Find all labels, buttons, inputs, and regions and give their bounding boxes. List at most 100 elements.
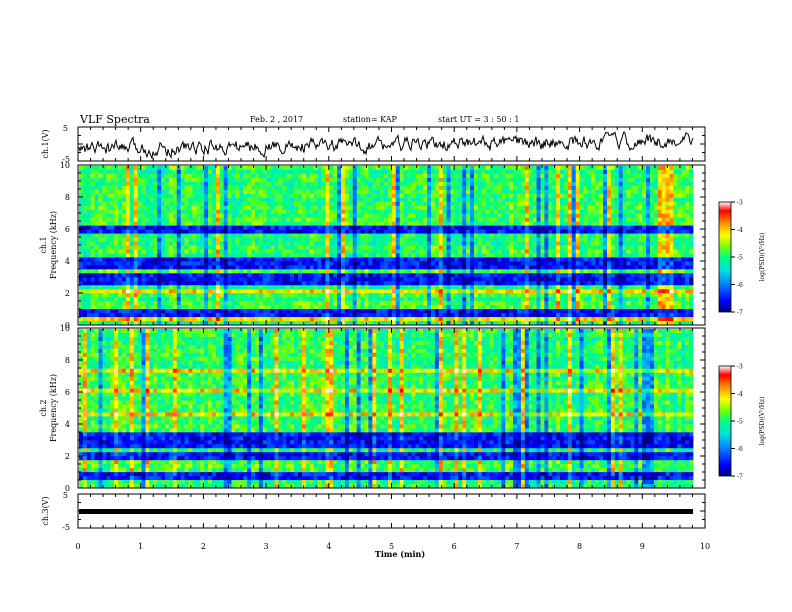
spectrogram-cell — [368, 185, 373, 191]
spectrogram-cell — [86, 249, 92, 254]
spectrogram-cell — [520, 277, 526, 282]
spectrogram-cell — [258, 281, 264, 286]
spectrogram-cell — [434, 245, 440, 250]
spectrogram-cell — [270, 213, 275, 219]
spectrogram-cell — [184, 225, 189, 231]
spectrogram-cell — [329, 213, 334, 219]
spectrogram-cell — [301, 237, 307, 242]
spectrogram-cell — [571, 233, 577, 238]
spectrogram-cell — [266, 193, 272, 199]
spectrogram-cell — [517, 261, 522, 266]
spectrogram-cell — [219, 225, 225, 231]
spectrogram-cell — [427, 185, 432, 191]
spectrogram-cell — [79, 237, 84, 242]
spectrogram-cell — [657, 221, 663, 227]
spectrogram-cell — [575, 237, 580, 242]
spectrogram-cell — [341, 181, 346, 187]
spectrogram-cell — [481, 205, 487, 211]
spectrogram-cell — [258, 201, 264, 207]
spectrogram-cell — [86, 245, 92, 250]
spectrogram-cell — [282, 221, 287, 227]
spectrogram-cell — [411, 277, 416, 282]
spectrogram-cell — [98, 217, 103, 223]
spectrogram-cell — [532, 225, 537, 231]
spectrogram-cell — [384, 193, 389, 199]
spectrogram-cell — [606, 257, 612, 262]
spectrogram-cell — [614, 245, 620, 250]
spectrogram-cell — [364, 217, 369, 223]
spectrogram-cell — [630, 201, 635, 207]
spectrogram-cell — [204, 225, 209, 231]
spectrogram-cell — [454, 189, 459, 195]
spectrogram-cell — [376, 205, 381, 211]
spectrogram-cell — [536, 269, 541, 274]
spectrogram-cell — [583, 261, 588, 266]
spectrogram-cell — [278, 273, 283, 278]
spectrogram-cell — [634, 261, 639, 266]
spectrogram-cell — [567, 205, 573, 211]
spectrogram-cell — [200, 205, 205, 211]
spectrogram-cell — [188, 241, 193, 246]
spectrogram-cell — [567, 185, 573, 191]
spectrogram-cell — [313, 269, 318, 274]
spectrogram-cell — [294, 205, 299, 211]
spectrogram-cell — [450, 217, 455, 223]
spectrogram-cell — [286, 185, 291, 191]
spectrogram-cell — [258, 197, 264, 203]
spectrogram-cell — [583, 245, 588, 250]
spectrogram-cell — [211, 285, 217, 290]
spectrogram-cell — [122, 197, 127, 203]
spectrogram-cell — [129, 173, 135, 179]
spectrogram-cell — [219, 273, 225, 278]
spectrogram-cell — [403, 169, 408, 175]
spectrogram-cell — [204, 213, 209, 219]
spectrogram-cell — [532, 189, 537, 195]
spectrogram-cell — [391, 237, 397, 242]
spectrogram-cell — [665, 249, 670, 254]
spectrogram-cell — [626, 245, 631, 250]
spectrogram-cell — [376, 229, 381, 234]
spectrogram-cell — [125, 225, 131, 231]
spectrogram-cell — [317, 217, 322, 223]
spectrogram-cell — [540, 166, 545, 171]
spectrogram-cell — [540, 269, 545, 274]
spectrogram-cell — [391, 189, 397, 195]
spectrogram-cell — [540, 201, 545, 207]
spectrogram-cell — [149, 177, 154, 183]
spectrogram-cell — [513, 201, 518, 207]
spectrogram-cell — [536, 213, 541, 219]
spectrogram-cell — [536, 273, 541, 278]
spectrogram-cell — [168, 177, 174, 183]
spectrogram-cell — [86, 205, 92, 211]
spectrogram-cell — [243, 265, 248, 270]
spectrogram-cell — [673, 213, 678, 219]
spectrogram-cell — [79, 197, 84, 203]
spectrogram-cell — [458, 189, 463, 195]
spectrogram-cell — [262, 205, 268, 211]
spectrogram-cell — [473, 233, 479, 238]
spectrogram-cell — [505, 253, 510, 258]
spectrogram-cell — [524, 169, 530, 175]
spectrogram-cell — [168, 205, 174, 211]
spectrogram-cell — [497, 173, 502, 179]
spectrogram-cell — [501, 249, 506, 254]
spectrogram-cell — [395, 277, 401, 282]
spectrogram-cell — [575, 209, 580, 215]
spectrogram-cell — [137, 237, 142, 242]
spectrogram-cell — [407, 201, 412, 207]
spectrogram-cell — [122, 281, 127, 286]
spectrogram-cell — [622, 217, 627, 223]
spectrogram-cell — [563, 185, 569, 191]
spectrogram-cell — [172, 249, 178, 254]
spectrogram-cell — [450, 166, 455, 171]
spectrogram-cell — [309, 229, 315, 234]
spectrogram-cell — [415, 189, 420, 195]
spectrogram-cell — [513, 261, 518, 266]
spectrogram-cell — [618, 241, 623, 246]
spectrogram-cell — [211, 185, 217, 191]
spectrogram-cell — [145, 241, 150, 246]
spectrogram-cell — [192, 193, 197, 199]
spectrogram-cell — [638, 277, 643, 282]
spectrogram-cell — [399, 249, 404, 254]
spectrogram-cell — [360, 253, 365, 258]
